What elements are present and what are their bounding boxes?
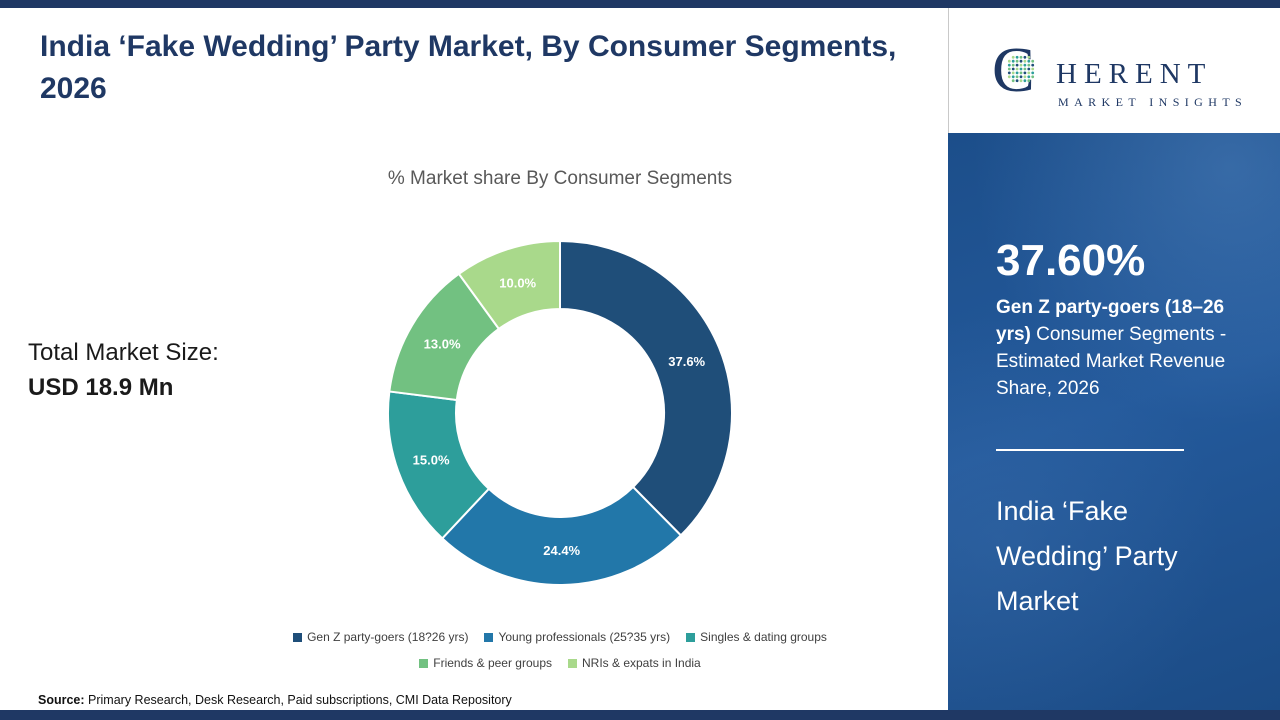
stat-description-rest: Consumer Segments - Estimated Market Rev… bbox=[996, 324, 1227, 400]
globe-dot bbox=[1011, 67, 1015, 70]
globe-dot bbox=[1023, 78, 1027, 82]
pie-slice-label: 13.0% bbox=[424, 336, 461, 351]
coherent-logo: C HERENT MARKET INSIGHTS bbox=[992, 34, 1247, 109]
legend-label: Gen Z party-goers (18?26 yrs) bbox=[307, 630, 469, 644]
globe-dot bbox=[1027, 55, 1031, 59]
page-title: India ‘Fake Wedding’ Party Market, By Co… bbox=[40, 30, 897, 105]
logo-tagline: MARKET INSIGHTS bbox=[1058, 95, 1247, 109]
chart-title: % Market share By Consumer Segments bbox=[387, 168, 733, 189]
globe-dot bbox=[1023, 63, 1027, 66]
pie-slice-1 bbox=[440, 485, 683, 586]
legend-label: Singles & dating groups bbox=[700, 630, 827, 644]
total-market-size-value: USD 18.9 Mn bbox=[28, 373, 174, 401]
globe-dot bbox=[1015, 63, 1019, 66]
stat-value: 37.60% bbox=[996, 236, 1146, 285]
globe-dot bbox=[1027, 63, 1031, 66]
globe-dot bbox=[1015, 59, 1019, 63]
pie-slice-4 bbox=[457, 239, 561, 331]
chart-legend: Gen Z party-goers (18?26 yrs) Young profe… bbox=[226, 630, 894, 670]
stat-description-bold: Gen Z party-goers (18–26 yrs) bbox=[996, 297, 1225, 346]
globe-dot bbox=[1027, 59, 1031, 63]
legend-label: Friends & peer groups bbox=[433, 656, 552, 670]
globe-dot bbox=[1023, 71, 1027, 74]
total-market-size: Total Market Size: USD 18.9 Mn bbox=[28, 336, 219, 406]
source-text: Primary Research, Desk Research, Paid su… bbox=[84, 693, 512, 707]
globe-dot bbox=[1031, 63, 1035, 66]
legend-label: NRIs & expats in India bbox=[582, 656, 701, 670]
globe-dot bbox=[1031, 71, 1035, 74]
legend-item: NRIs & expats in India bbox=[568, 656, 701, 670]
globe-dot bbox=[1011, 55, 1015, 59]
globe-dot bbox=[1015, 71, 1019, 74]
globe-dot bbox=[1015, 67, 1019, 70]
globe-dot bbox=[1031, 59, 1035, 63]
donut-chart: 37.6% 24.4% 15.0% 13.0% 10.0% bbox=[385, 238, 735, 588]
content: India ‘Fake Wedding’ Party Market, By Co… bbox=[0, 8, 1280, 710]
globe-dot bbox=[1019, 59, 1023, 63]
legend-swatch bbox=[568, 658, 577, 668]
globe-dot bbox=[1019, 63, 1023, 66]
top-border-bar bbox=[0, 0, 1280, 8]
legend-swatch bbox=[419, 658, 429, 668]
pie-slice-0 bbox=[559, 239, 733, 537]
globe-dot bbox=[1031, 74, 1035, 78]
divider-line bbox=[996, 449, 1184, 452]
globe-dot bbox=[1019, 71, 1023, 74]
globe-dot bbox=[1007, 71, 1011, 74]
legend-item: Young professionals (25?35 yrs) bbox=[484, 630, 670, 644]
globe-dot bbox=[1031, 67, 1035, 70]
chart-panel: India ‘Fake Wedding’ Party Market, By Co… bbox=[0, 8, 948, 710]
pie-slice-label: 10.0% bbox=[499, 276, 536, 291]
globe-dot bbox=[1007, 74, 1011, 78]
globe-dot bbox=[1023, 74, 1027, 78]
globe-dot bbox=[1011, 74, 1015, 78]
legend-label: Young professionals (25?35 yrs) bbox=[498, 630, 671, 644]
globe-dot bbox=[1019, 78, 1023, 82]
logo-area: C HERENT MARKET INSIGHTS bbox=[948, 8, 1280, 133]
globe-dot bbox=[1023, 59, 1027, 63]
globe-dot bbox=[1023, 55, 1027, 59]
globe-dot bbox=[1011, 71, 1015, 74]
legend-item: Gen Z party-goers (18?26 yrs) bbox=[293, 630, 468, 644]
legend-swatch bbox=[686, 632, 696, 642]
donut-chart-svg: 37.6% 24.4% 15.0% 13.0% 10.0% bbox=[387, 239, 733, 586]
source-label: Source: bbox=[38, 693, 85, 707]
globe-dot bbox=[1015, 78, 1019, 82]
globe-dot bbox=[1015, 55, 1019, 59]
legend-item: Friends & peer groups bbox=[419, 656, 552, 670]
globe-dot bbox=[1011, 78, 1015, 82]
globe-dot bbox=[1027, 67, 1031, 70]
globe-icon bbox=[1007, 55, 1035, 82]
globe-dot bbox=[1007, 63, 1011, 66]
globe-dot bbox=[1011, 63, 1015, 66]
globe-dot bbox=[1007, 59, 1011, 63]
globe-dot bbox=[1023, 67, 1027, 70]
globe-dot bbox=[1019, 55, 1023, 59]
globe-dot bbox=[1007, 67, 1011, 70]
globe-dot bbox=[1027, 71, 1031, 74]
globe-dot bbox=[1027, 78, 1031, 82]
legend-swatch bbox=[293, 632, 303, 642]
logo-wordmark: HERENT bbox=[1056, 58, 1212, 90]
legend-item: Singles & dating groups bbox=[686, 630, 827, 644]
bottom-border-bar bbox=[0, 710, 1280, 720]
globe-dot bbox=[1011, 59, 1015, 63]
sidebar: C HERENT MARKET INSIGHTS 37.60% Gen Z pa… bbox=[948, 8, 1280, 710]
source-line: Source: Primary Research, Desk Research,… bbox=[38, 693, 512, 707]
globe-dot bbox=[1027, 74, 1031, 78]
globe-dot bbox=[1015, 74, 1019, 78]
highlight-panel: 37.60% Gen Z party-goers (18–26 yrs) Con… bbox=[948, 133, 1280, 710]
globe-dot bbox=[1019, 74, 1023, 78]
pie-slice-label: 15.0% bbox=[413, 452, 450, 467]
market-name: India ‘Fake Wedding’ Party Market bbox=[996, 496, 1178, 617]
pie-slice-label: 24.4% bbox=[543, 543, 580, 558]
stat-description: Gen Z party-goers (18–26 yrs) Consumer S… bbox=[996, 295, 1228, 403]
total-market-size-label: Total Market Size: bbox=[28, 339, 219, 366]
pie-slice-label: 37.6% bbox=[668, 354, 705, 369]
legend-swatch bbox=[484, 632, 494, 642]
globe-dot bbox=[1019, 67, 1023, 70]
